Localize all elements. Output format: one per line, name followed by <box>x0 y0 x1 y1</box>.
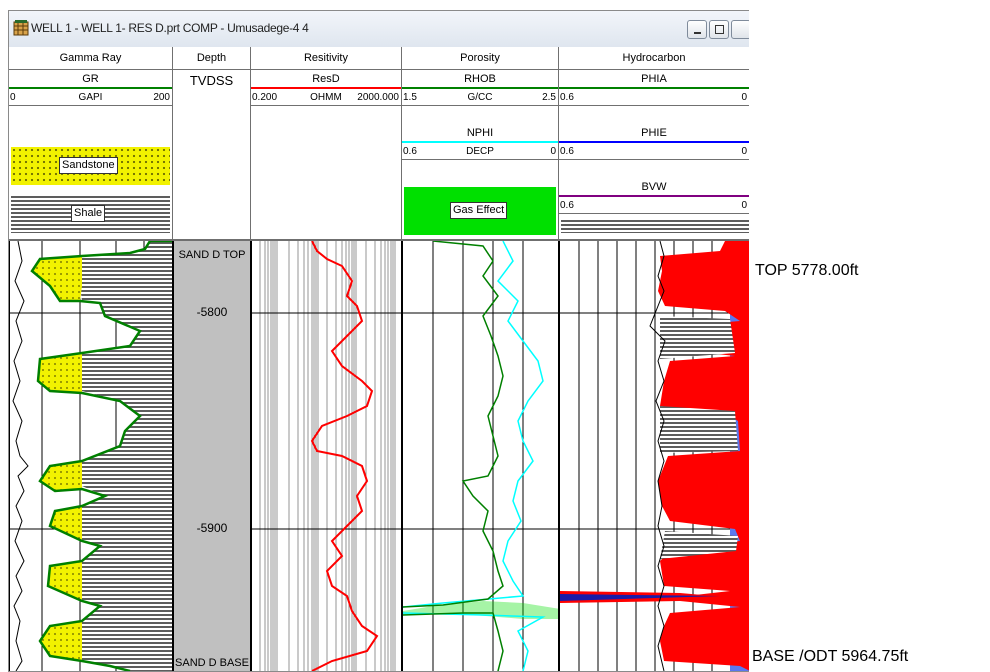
nphi-unit: DECP <box>466 146 494 157</box>
nphi-max: 0 <box>550 146 556 157</box>
bvw-curve-name: BVW <box>641 181 667 193</box>
hydrocarbon-header: Hydrocarbon PHIA 0.6 0 PHIE 0.6 0 BVW 0.… <box>559 47 749 239</box>
hc-shale-fill <box>660 316 738 559</box>
nphi-min: 0.6 <box>403 146 417 157</box>
restore-icon <box>715 25 724 34</box>
grid-app-icon <box>13 20 29 36</box>
gr-unit: GAPI <box>78 92 103 103</box>
sand-top-marker: SAND D TOP <box>178 249 246 261</box>
gr-curve-name: GR <box>82 73 99 85</box>
resd-curve-name: ResD <box>312 73 340 85</box>
rhob-curve-name: RHOB <box>464 73 496 85</box>
depth-tick-5800: -5800 <box>196 305 228 319</box>
resd-max: 2000.000 <box>357 92 399 103</box>
sandstone-legend <box>11 147 170 185</box>
gamma-ray-header: Gamma Ray GR 0 GAPI 200 Sandstone Shale <box>9 47 173 239</box>
depth-curve-name: TVDSS <box>189 73 234 88</box>
gas-effect-label: Gas Effect <box>450 202 508 219</box>
nphi-curve-line <box>402 141 558 143</box>
phie-min: 0.6 <box>560 146 574 157</box>
resistivity-plot <box>252 241 401 671</box>
shale-fill <box>80 241 172 671</box>
phie-curve-line <box>559 141 749 143</box>
gamma-ray-plot <box>10 241 172 671</box>
secondary-curve <box>12 241 29 671</box>
bvw-scale: 0.6 0 <box>559 199 749 214</box>
bvw-max: 0 <box>741 200 747 211</box>
nphi-scale: 0.6 DECP 0 <box>402 145 558 160</box>
depth-track: SAND D TOP -5800 -5900 SAND D BASE <box>173 241 251 671</box>
resistivity-title: Resitivity <box>251 47 401 70</box>
bvw-shale-legend <box>561 219 749 233</box>
sand-base-marker: SAND D BASE <box>175 657 249 669</box>
hydrocarbon-title: Hydrocarbon <box>559 47 749 70</box>
depth-title: Depth <box>173 47 250 70</box>
log-window: WELL 1 - WELL 1- RES D.prt COMP - Umusad… <box>8 10 749 672</box>
phia-scale: 0.6 0 <box>559 91 749 106</box>
close-button[interactable] <box>731 20 749 39</box>
hydrocarbon-plot <box>560 241 749 671</box>
resd-curve <box>310 241 379 671</box>
resistivity-track <box>251 241 402 671</box>
base-annotation: BASE /ODT 5964.75ft <box>752 648 909 665</box>
depth-tick-5900: -5900 <box>196 521 228 535</box>
gr-curve-line <box>9 87 172 89</box>
phie-curve-name: PHIE <box>641 127 667 139</box>
bvw-min: 0.6 <box>560 200 574 211</box>
resistivity-header: Resitivity ResD 0.200 OHMM 2000.000 <box>251 47 402 239</box>
rhob-curve <box>403 241 504 671</box>
header-separator <box>9 239 749 241</box>
porosity-title: Porosity <box>402 47 558 70</box>
gamma-ray-track <box>9 241 173 671</box>
rhob-scale: 1.5 G/CC 2.5 <box>402 91 558 106</box>
gamma-ray-title: Gamma Ray <box>9 47 172 70</box>
gr-max: 200 <box>153 92 170 103</box>
phia-max: 0 <box>741 92 747 103</box>
minimize-icon <box>694 32 701 34</box>
phie-scale: 0.6 0 <box>559 145 749 160</box>
nphi-curve-name: NPHI <box>466 127 494 139</box>
title-bar[interactable]: WELL 1 - WELL 1- RES D.prt COMP - Umusad… <box>9 11 749 48</box>
resd-min: 0.200 <box>252 92 278 103</box>
shale-label: Shale <box>71 205 106 222</box>
gr-min: 0 <box>10 92 16 103</box>
resd-unit: OHMM <box>310 92 342 103</box>
rhob-unit: G/CC <box>467 92 493 103</box>
rhob-min: 1.5 <box>403 92 417 103</box>
hc-spike-inner <box>560 594 720 601</box>
phie-curve <box>649 241 666 671</box>
phie-max: 0 <box>741 146 747 157</box>
porosity-header: Porosity RHOB 1.5 G/CC 2.5 NPHI 0.6 DECP… <box>402 47 559 239</box>
bvw-curve-line <box>559 195 749 197</box>
phia-curve-name: PHIA <box>641 73 667 85</box>
sandstone-label: Sandstone <box>59 157 118 174</box>
sandstone-fill <box>32 256 82 661</box>
gr-curve <box>30 241 172 671</box>
porosity-track <box>402 241 559 671</box>
depth-header: Depth TVDSS <box>173 47 251 239</box>
minimize-button[interactable] <box>687 20 707 39</box>
rhob-curve-line <box>402 87 558 89</box>
resd-scale: 0.200 OHMM 2000.000 <box>251 91 401 106</box>
hydrocarbon-track <box>559 241 749 671</box>
porosity-plot <box>403 241 558 671</box>
phia-min: 0.6 <box>560 92 574 103</box>
phia-curve-line <box>559 87 749 89</box>
hydrocarbon-fill <box>658 241 749 671</box>
restore-button[interactable] <box>709 20 729 39</box>
top-annotation: TOP 5778.00ft <box>755 262 859 279</box>
nphi-curve <box>403 241 546 671</box>
gr-scale: 0 GAPI 200 <box>9 91 172 106</box>
window-title: WELL 1 - WELL 1- RES D.prt COMP - Umusad… <box>31 21 309 35</box>
resd-curve-line <box>251 87 401 89</box>
rhob-max: 2.5 <box>542 92 556 103</box>
